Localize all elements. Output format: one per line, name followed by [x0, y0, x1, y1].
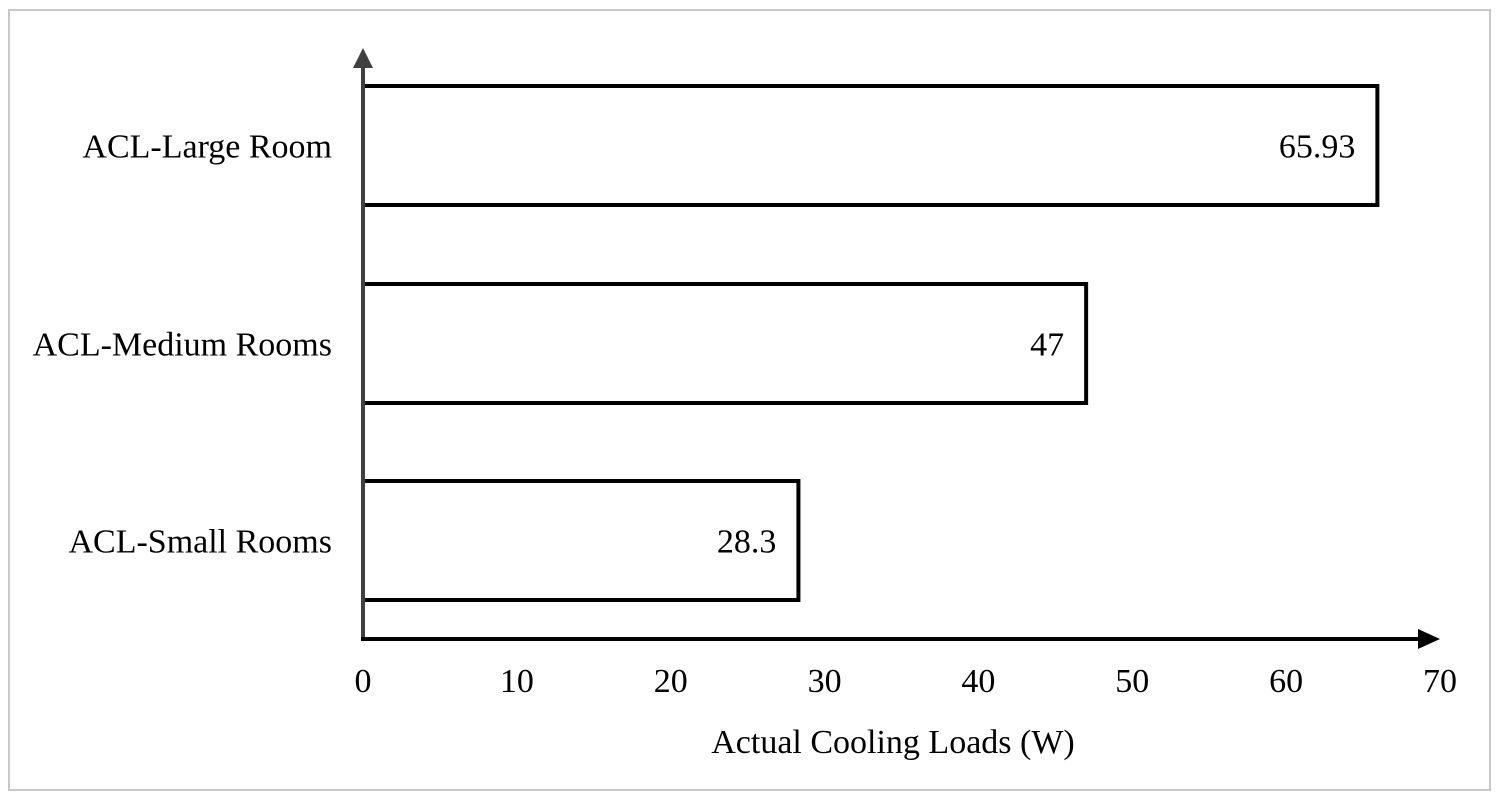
x-tick-label-0: 0 — [355, 663, 372, 700]
category-label-2: ACL-Medium Rooms — [33, 327, 332, 364]
category-label-3: ACL-Small Rooms — [68, 524, 332, 561]
x-tick-label-20: 20 — [654, 663, 688, 700]
x-tick-label-50: 50 — [1115, 663, 1149, 700]
bars-layer — [361, 84, 1380, 602]
data-label-3: 28.3 — [717, 524, 777, 561]
bar-3 — [361, 479, 801, 602]
bar-2 — [361, 282, 1089, 405]
x-tick-label-60: 60 — [1269, 663, 1303, 700]
data-label-1: 65.93 — [1279, 129, 1356, 166]
y-axis-arrowhead — [353, 48, 373, 68]
category-label-1: ACL-Large Room — [82, 129, 332, 166]
x-tick-label-10: 10 — [500, 663, 534, 700]
x-axis-title: Actual Cooling Loads (W) — [711, 724, 1075, 761]
x-tick-label-40: 40 — [961, 663, 995, 700]
x-tick-label-70: 70 — [1423, 663, 1457, 700]
axes-layer — [353, 48, 1440, 649]
data-label-2: 47 — [1030, 327, 1064, 364]
bar-1 — [361, 84, 1380, 207]
x-axis-arrowhead — [1418, 629, 1440, 649]
labels-layer: 65.93 ACL-Large Room 47 ACL-Medium Rooms 28.… — [33, 129, 1457, 701]
x-tick-label-30: 30 — [808, 663, 842, 700]
